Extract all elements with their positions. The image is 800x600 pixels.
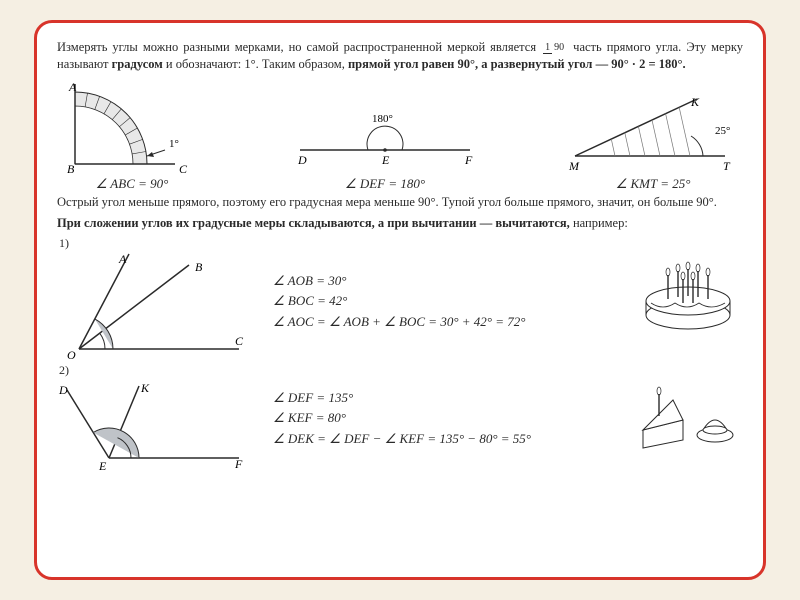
- ex1-eq3: ∠ AOC = ∠ AOB + ∠ BOC = 30° + 42° = 72°: [273, 312, 633, 333]
- page-frame: Измерять углы можно разными мерками, но …: [34, 20, 766, 580]
- ex1-equations: ∠ AOB = 30° ∠ BOC = 42° ∠ AOC = ∠ AOB + …: [247, 253, 633, 333]
- ex2-eq3: ∠ DEK = ∠ DEF − ∠ KEF = 135° − 80° = 55°: [273, 429, 633, 450]
- example-1: A B C O ∠ AOB = 30° ∠ BOC = 42° ∠ AOC = …: [57, 253, 743, 363]
- intro-paragraph: Измерять углы можно разными мерками, но …: [57, 39, 743, 73]
- ex1-eq2: ∠ BOC = 42°: [273, 291, 633, 312]
- label-M: M: [568, 159, 580, 173]
- ex1-eq1: ∠ AOB = 30°: [273, 271, 633, 292]
- label-25: 25°: [715, 125, 730, 137]
- label-C: C: [179, 162, 188, 174]
- label-E: E: [381, 153, 390, 167]
- ex1-diagram: A B C O: [57, 253, 247, 363]
- fig-protractor: A B C 1° ∠ ABC = 90°: [57, 79, 207, 192]
- ex1-C: C: [235, 334, 244, 348]
- caption-abc: ∠ ABC = 90°: [96, 176, 169, 192]
- label-T: T: [723, 159, 731, 173]
- figure-row-1: A B C 1° ∠ ABC = 90° 180° D E F ∠ DEF = …: [57, 79, 743, 192]
- fig-acute: K M T 25° ∠ KMT = 25°: [563, 94, 743, 192]
- ex1-A: A: [118, 253, 127, 266]
- fraction-1-90: 190: [543, 43, 566, 53]
- ex1-B: B: [195, 260, 203, 274]
- cake-illustration: [633, 253, 743, 338]
- caption-kmt: ∠ KMT = 25°: [616, 176, 691, 192]
- ex2-K: K: [140, 381, 150, 395]
- label-K: K: [690, 95, 700, 109]
- intro-bold-angles: прямой угол равен 90°, а развернутый уго…: [348, 57, 686, 71]
- label-D: D: [297, 153, 307, 167]
- label-1deg: 1°: [169, 138, 179, 150]
- ex2-F: F: [234, 457, 243, 470]
- cake-slice-illustration: [633, 380, 743, 458]
- intro-text-3: и обозначают: 1°. Таким образом,: [166, 57, 345, 71]
- acute-svg: K M T 25°: [563, 94, 743, 174]
- example-2: D K E F ∠ DEF = 135° ∠ KEF = 80° ∠ DEK =…: [57, 380, 743, 470]
- intro-text-1: Измерять углы можно разными мерками, но …: [57, 40, 536, 54]
- ex2-eq2: ∠ KEF = 80°: [273, 408, 633, 429]
- ex2-number: 2): [59, 363, 743, 378]
- ex2-equations: ∠ DEF = 135° ∠ KEF = 80° ∠ DEK = ∠ DEF −…: [247, 380, 633, 450]
- fig-straight: 180° D E F ∠ DEF = 180°: [290, 104, 480, 192]
- protractor-svg: A B C 1°: [57, 79, 207, 174]
- ex2-E: E: [98, 459, 107, 470]
- label-180: 180°: [372, 113, 393, 125]
- ex2-D: D: [58, 383, 68, 397]
- caption-def: ∠ DEF = 180°: [345, 176, 425, 192]
- label-F: F: [464, 153, 473, 167]
- mid-bold: При сложении углов их градусные меры скл…: [57, 216, 570, 230]
- middle-paragraph-2: При сложении углов их градусные меры скл…: [57, 215, 743, 232]
- ex2-diagram: D K E F: [57, 380, 247, 470]
- straight-svg: 180° D E F: [290, 104, 480, 174]
- ex2-eq1: ∠ DEF = 135°: [273, 388, 633, 409]
- ex1-O: O: [67, 348, 76, 362]
- ex1-number: 1): [59, 236, 743, 251]
- label-B: B: [67, 162, 75, 174]
- intro-bold-gradus: градусом: [112, 57, 163, 71]
- middle-paragraph-1: Острый угол меньше прямого, поэтому его …: [57, 194, 743, 211]
- mid-tail: например:: [570, 216, 628, 230]
- label-A: A: [68, 80, 77, 94]
